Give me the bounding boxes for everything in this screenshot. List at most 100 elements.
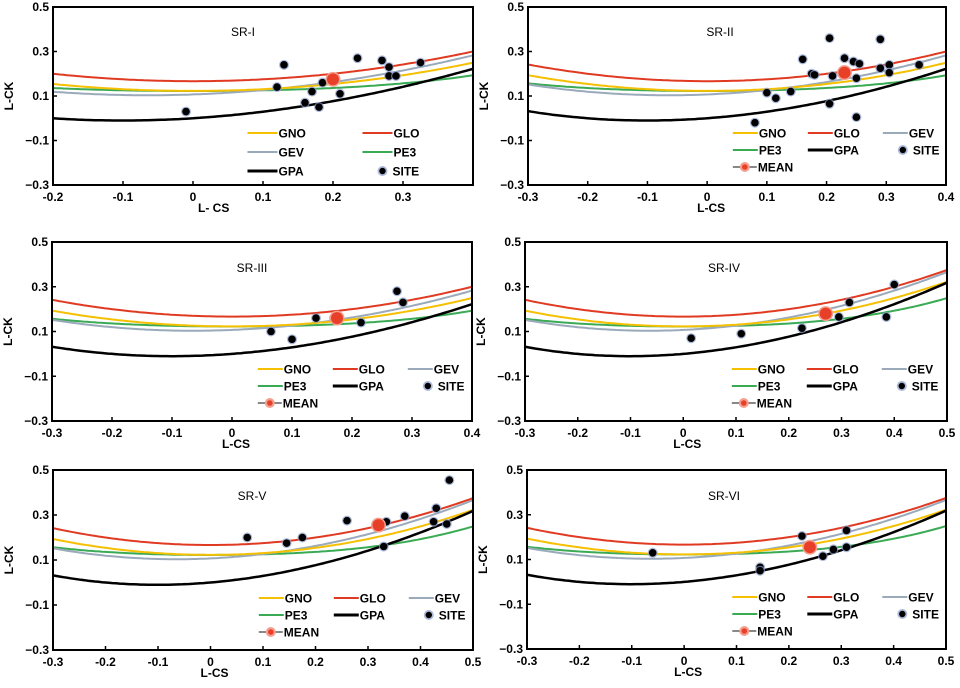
x-axis-label: L- CS (198, 201, 229, 215)
mean-point (371, 517, 386, 533)
svg-text:GEV: GEV (434, 363, 459, 377)
panel-title: SR-VI (708, 489, 740, 503)
site-point (266, 326, 276, 337)
site-point (914, 59, 925, 70)
legend-item-pe3: PE3 (732, 144, 782, 158)
legend: GNO GLO GEV PE3 GPA SITE MEAN (731, 363, 938, 411)
y-tick-label: 0.3 (504, 280, 521, 294)
site-point (444, 475, 455, 486)
x-tick-label: 0.2 (780, 426, 797, 440)
svg-text:PE3: PE3 (394, 146, 417, 160)
curve-glo (53, 50, 473, 83)
legend-item-gno: GNO (258, 592, 312, 606)
chart-panel-sr-vi: −0.3 −0.1 0.1 0.3 0.5 -0.3 -0.2 -0.1 0 0.1 0.2 0.3 0… (476, 463, 955, 679)
legend-item-site: SITE (897, 144, 939, 158)
x-tick-label: 0.3 (360, 655, 377, 669)
site-point (817, 551, 828, 562)
site-point (279, 59, 289, 70)
y-tick-label: 0.1 (31, 325, 48, 339)
curve-glo (527, 497, 946, 546)
svg-text:GNO: GNO (285, 592, 312, 606)
legend-item-gno: GNO (732, 591, 786, 605)
svg-text:PE3: PE3 (759, 144, 782, 158)
y-tick-label: −0.3 (25, 178, 49, 192)
site-point (881, 311, 892, 322)
site-point (384, 70, 394, 81)
x-tick-label: -0.1 (148, 655, 169, 669)
curve-pe3 (527, 525, 946, 556)
legend-item-gev: GEV (881, 363, 933, 377)
distribution-curves (527, 497, 946, 586)
x-tick-label: 0.4 (885, 654, 902, 668)
x-tick-label: -0.1 (621, 654, 642, 668)
svg-text:MEAN: MEAN (757, 625, 792, 639)
legend-item-mean: MEAN (732, 161, 793, 175)
x-axis-label: L-CS (697, 201, 725, 215)
y-tick-label: 0.5 (31, 235, 48, 249)
y-axis-label: L-CK (2, 81, 16, 110)
svg-text:GLO: GLO (833, 591, 859, 605)
x-tick-label: -0.3 (518, 190, 539, 204)
site-point (311, 313, 321, 324)
x-tick-label: 0.3 (395, 190, 412, 204)
svg-text:GNO: GNO (279, 127, 306, 141)
site-point (378, 541, 389, 552)
y-tick-label: −0.3 (500, 178, 524, 192)
x-tick-label: 0.4 (464, 426, 481, 440)
y-tick-label: 0.1 (32, 89, 49, 103)
x-tick-label: 0.5 (465, 655, 482, 669)
y-axis-label: L-CK (1, 317, 15, 346)
site-point (854, 58, 865, 69)
x-tick-label: -0.3 (515, 426, 536, 440)
svg-text:PE3: PE3 (758, 608, 781, 622)
legend-item-site: SITE (377, 165, 419, 179)
site-point (314, 102, 324, 113)
site-point (377, 55, 387, 66)
legend-item-site: SITE (896, 380, 938, 394)
legend-item-mean: MEAN (258, 626, 319, 640)
site-point (851, 73, 862, 84)
y-axis-label: L-CK (477, 81, 491, 110)
svg-text:GNO: GNO (758, 363, 785, 377)
chart-panel-sr-ii: −0.3 −0.1 0.1 0.3 0.5 -0.3 -0.2 -0.1 0 0.1 0.2 0.3 0… (477, 0, 955, 215)
x-tick-label: 0.4 (886, 426, 903, 440)
chart-panel-sr-iv: −0.3 −0.1 0.1 0.3 0.5 -0.3 -0.2 -0.1 0 0.1 0.2 0.3 0… (474, 235, 956, 451)
site-point (841, 542, 852, 553)
site-point (392, 286, 402, 297)
y-tick-label: 0.3 (506, 508, 523, 522)
site-point (272, 82, 282, 93)
legend-item-glo: GLO (362, 127, 420, 141)
svg-text:GNO: GNO (284, 363, 311, 377)
x-tick-label: -0.2 (102, 426, 123, 440)
svg-text:GEV: GEV (908, 591, 933, 605)
distribution-curves (525, 269, 947, 358)
svg-text:GLO: GLO (394, 127, 420, 141)
legend-item-glo: GLO (332, 363, 385, 377)
site-point (342, 515, 352, 526)
svg-text:GLO: GLO (833, 363, 859, 377)
site-point (431, 503, 442, 514)
x-tick-label: 0.5 (939, 426, 956, 440)
svg-text:PE3: PE3 (758, 380, 781, 394)
chart-panel-sr-v: −0.3 −0.1 0.1 0.3 0.5 -0.3 -0.2 -0.1 0 0.1 0.2 0.3 0… (2, 463, 482, 680)
svg-text:GEV: GEV (909, 127, 934, 141)
panel-title: SR-IV (708, 261, 740, 275)
legend-item-glo: GLO (333, 592, 386, 606)
svg-text:GNO: GNO (759, 127, 786, 141)
svg-text:SITE: SITE (439, 609, 466, 623)
site-point (297, 532, 308, 543)
x-axis-label: L-CS (674, 665, 702, 679)
x-tick-label: 0.2 (781, 654, 798, 668)
y-tick-label: −0.1 (25, 598, 49, 612)
legend-item-pe3: PE3 (258, 609, 308, 623)
curve-glo (52, 285, 472, 318)
x-tick-label: -0.1 (162, 426, 183, 440)
plot-frame (527, 6, 947, 186)
svg-text:GLO: GLO (359, 363, 385, 377)
x-tick-label: 0.2 (818, 190, 835, 204)
legend-item-site: SITE (422, 380, 464, 394)
y-tick-label: −0.3 (499, 642, 523, 656)
legend-item-gev: GEV (882, 591, 934, 605)
svg-text:MEAN: MEAN (758, 161, 793, 175)
chart-panel-sr-iii: −0.3 −0.1 0.1 0.3 0.5 -0.3 -0.2 -0.1 0 0.1 0.2 0.3 0… (1, 235, 481, 451)
